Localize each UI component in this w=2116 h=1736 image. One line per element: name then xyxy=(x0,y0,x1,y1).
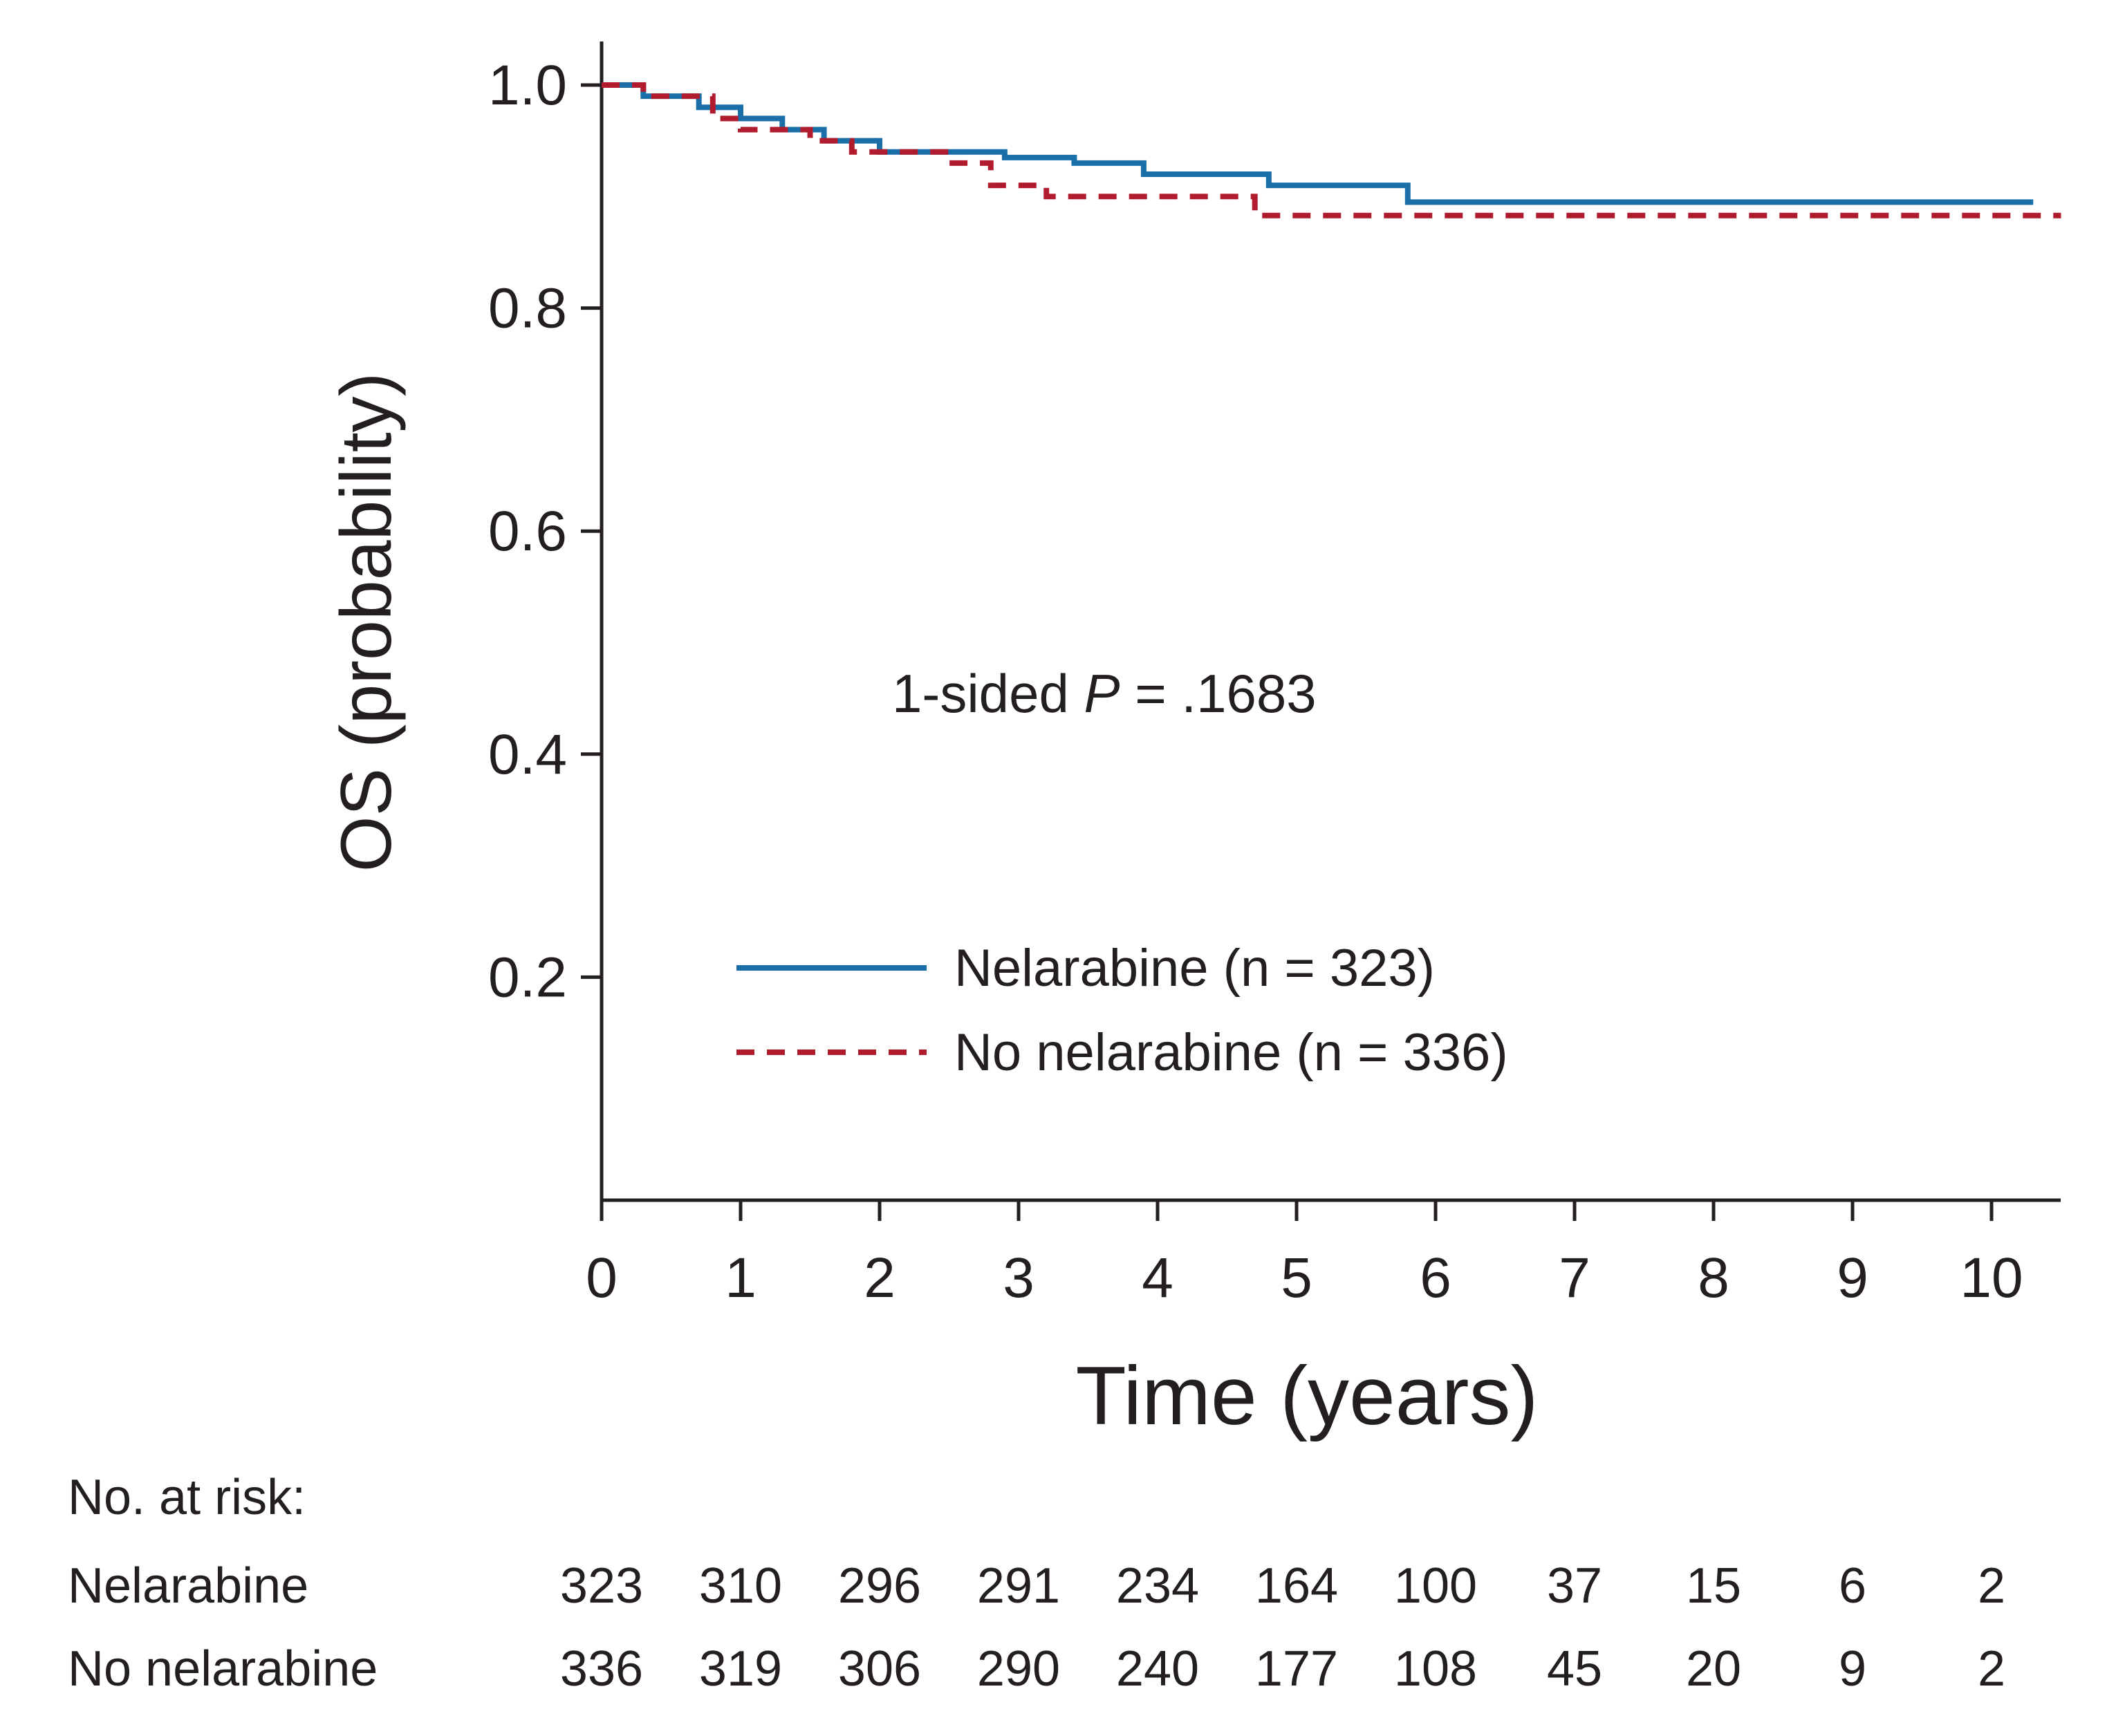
risk-value: 2 xyxy=(1978,1641,2005,1697)
y-tick-label: 0.2 xyxy=(488,946,567,1009)
x-tick-label: 7 xyxy=(1559,1247,1590,1309)
series-line-1 xyxy=(602,82,2061,218)
x-axis-label: Time (years) xyxy=(1076,1350,1539,1442)
risk-table-title: No. at risk: xyxy=(68,1470,306,1525)
x-tick-label: 8 xyxy=(1698,1247,1729,1309)
x-tick-label: 3 xyxy=(1003,1247,1034,1309)
risk-value: 100 xyxy=(1394,1558,1477,1614)
annotation-p-value: 1-sided P = .1683 xyxy=(892,663,1317,724)
y-axis-label: OS (probability) xyxy=(326,373,407,872)
y-tick-label: 0.8 xyxy=(488,277,567,340)
x-tick-label: 6 xyxy=(1420,1247,1451,1309)
risk-value: 15 xyxy=(1686,1558,1741,1614)
risk-value: 310 xyxy=(699,1558,782,1614)
series-line-0 xyxy=(602,82,2034,205)
risk-table: No. at risk:Nelarabine 323 310 296 291 234 164… xyxy=(68,1470,2005,1697)
axes: 0 1 2 3 4 5 6 7 8 9 10 0.2 0.4 0.6 0.8 1.0 xyxy=(488,41,2061,1309)
risk-value: 306 xyxy=(838,1641,921,1697)
y-tick-label: 1.0 xyxy=(488,54,567,117)
risk-value: 336 xyxy=(560,1641,643,1697)
risk-value: 319 xyxy=(699,1641,782,1697)
risk-row-label: Nelarabine xyxy=(68,1558,308,1614)
risk-value: 37 xyxy=(1547,1558,1602,1614)
risk-value: 296 xyxy=(838,1558,921,1614)
x-tick-label: 5 xyxy=(1281,1247,1312,1309)
y-tick-label: 0.6 xyxy=(488,500,567,563)
legend-label: Nelarabine (n = 323) xyxy=(954,939,1435,998)
legend: Nelarabine (n = 323) No nelarabine (n = 3… xyxy=(736,939,1508,1082)
x-tick-label: 0 xyxy=(586,1247,618,1309)
risk-value: 108 xyxy=(1394,1641,1477,1697)
risk-value: 164 xyxy=(1255,1558,1338,1614)
risk-value: 234 xyxy=(1116,1558,1199,1614)
risk-value: 177 xyxy=(1255,1641,1338,1697)
x-tick-label: 10 xyxy=(1960,1247,2023,1309)
risk-value: 240 xyxy=(1116,1641,1199,1697)
risk-value: 20 xyxy=(1686,1641,1741,1697)
x-tick-label: 4 xyxy=(1142,1247,1173,1309)
risk-value: 45 xyxy=(1547,1641,1602,1697)
y-tick-label: 0.4 xyxy=(488,723,567,786)
risk-value: 290 xyxy=(977,1641,1060,1697)
risk-value: 2 xyxy=(1978,1558,2005,1614)
x-tick-label: 9 xyxy=(1837,1247,1868,1309)
legend-label: No nelarabine (n = 336) xyxy=(954,1023,1508,1082)
risk-value: 6 xyxy=(1839,1558,1866,1614)
risk-value: 291 xyxy=(977,1558,1060,1614)
risk-row-label: No nelarabine xyxy=(68,1641,378,1697)
risk-value: 323 xyxy=(560,1558,643,1614)
x-tick-label: 1 xyxy=(725,1247,757,1309)
risk-value: 9 xyxy=(1839,1641,1866,1697)
x-tick-label: 2 xyxy=(864,1247,895,1309)
survival-curves xyxy=(602,82,2061,218)
